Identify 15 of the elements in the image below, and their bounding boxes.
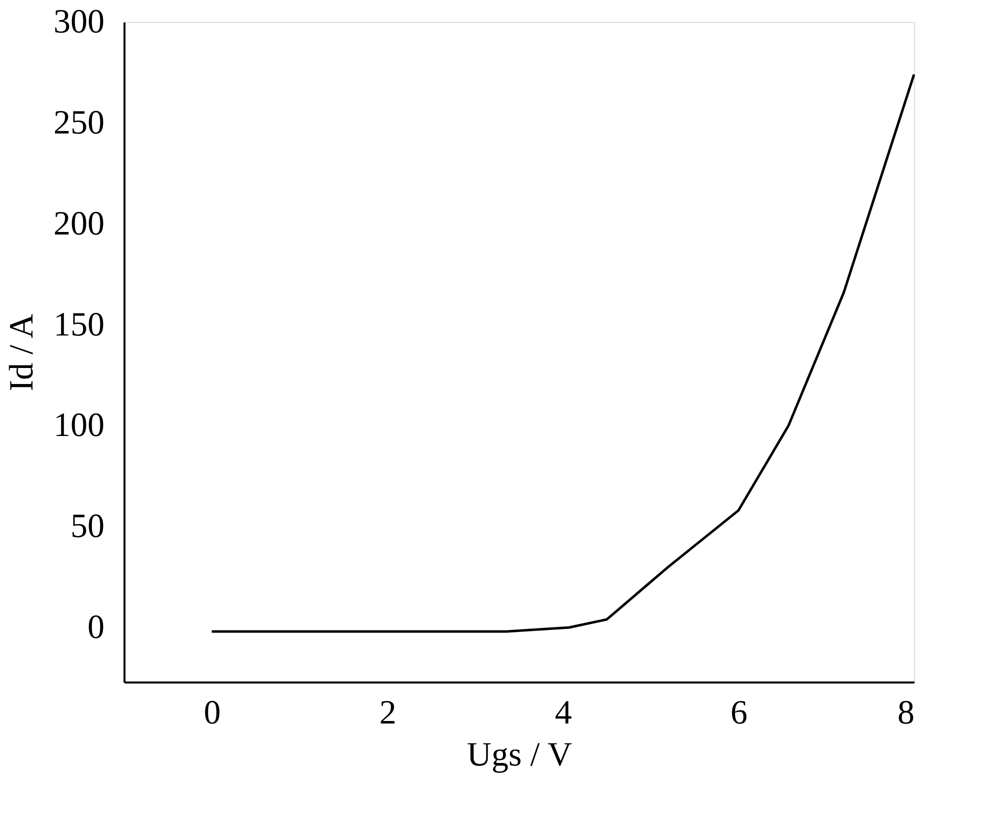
x-tick-label: 2 — [379, 694, 396, 732]
y-tick-label: 200 — [54, 205, 104, 242]
x-axis-title: Ugs / V — [466, 736, 573, 774]
y-tick-label: 300 — [54, 4, 104, 40]
y-tick-label: 250 — [54, 104, 104, 142]
x-tick-label: 0 — [204, 694, 221, 732]
y-tick-label: 150 — [54, 306, 104, 344]
y-tick-label: 100 — [54, 407, 104, 444]
y-axis-title: Id / A — [4, 313, 40, 392]
x-tick-label: 8 — [898, 694, 914, 732]
x-tick-label: 4 — [554, 694, 572, 732]
line-series — [210, 73, 916, 633]
y-tick-label: 50 — [70, 508, 104, 546]
y-tick-label: 0 — [88, 609, 104, 646]
x-tick-label: 6 — [730, 694, 748, 732]
